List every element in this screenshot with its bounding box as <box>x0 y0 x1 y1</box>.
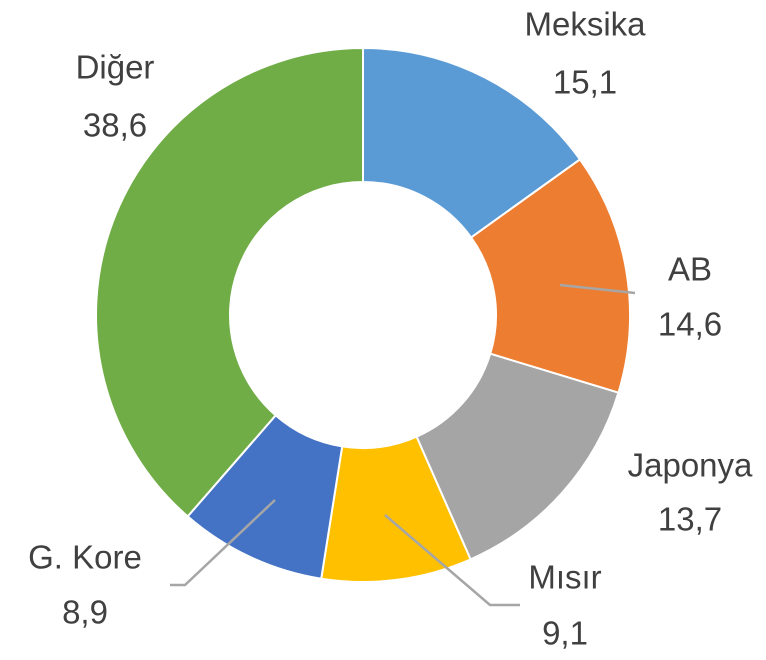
leader-line <box>384 514 520 607</box>
category-label: Mısır <box>528 559 601 596</box>
value-label: 38,6 <box>83 107 147 144</box>
value-label: 13,7 <box>658 501 722 538</box>
donut-segment <box>95 46 364 518</box>
category-label: Diğer <box>76 49 155 86</box>
category-label: Meksika <box>524 6 646 43</box>
category-label: G. Kore <box>28 539 142 576</box>
donut-segment <box>362 46 582 239</box>
leader-line <box>559 283 636 295</box>
value-label: 15,1 <box>553 64 617 101</box>
category-label: AB <box>668 251 712 288</box>
value-label: 9,1 <box>542 615 588 652</box>
category-label: Japonya <box>628 447 753 484</box>
donut-segment <box>469 158 631 394</box>
donut-segment <box>415 352 620 561</box>
value-label: 8,9 <box>62 594 108 631</box>
leader-line <box>170 499 276 587</box>
value-label: 14,6 <box>658 306 722 343</box>
